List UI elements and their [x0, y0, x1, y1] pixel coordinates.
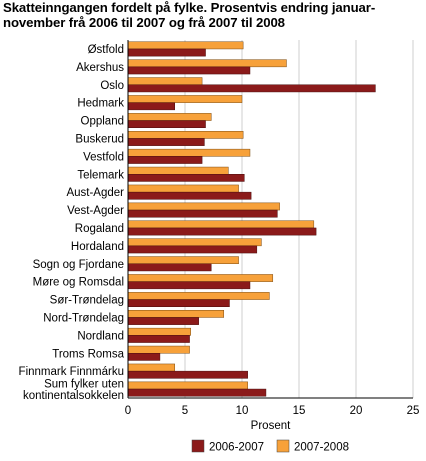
category-label: Akershus [76, 62, 124, 74]
bar-2007-2008 [127, 345, 190, 354]
bar-2007-2008 [127, 202, 280, 211]
category-label: Vestfold [83, 151, 124, 163]
bar-2007-2008 [127, 363, 175, 372]
chart-title: Skatteinngangen fordelt på fylke. Prosen… [3, 0, 423, 30]
bar-2007-2008 [127, 220, 315, 229]
bar-2006-2007 [127, 174, 245, 182]
bar-2007-2008 [127, 274, 274, 282]
bar-2006-2007 [127, 335, 190, 343]
bar-2007-2008 [127, 95, 243, 103]
bar-2006-2007 [127, 66, 251, 75]
bar-2007-2008 [127, 310, 225, 318]
category-label: Møre og Romsdal [33, 277, 124, 289]
bar-2007-2008 [127, 131, 244, 139]
bar-2007-2008 [127, 41, 244, 50]
category-label: Rogaland [75, 223, 124, 235]
bar-2007-2008 [127, 59, 287, 68]
bar-2007-2008 [127, 77, 203, 86]
x-tick-label: 25 [407, 405, 420, 417]
bar-2007-2008 [127, 148, 251, 157]
bar-2007-2008 [127, 327, 191, 336]
x-tick-label: 0 [125, 405, 131, 417]
category-label: Oslo [100, 80, 124, 92]
bar-2006-2007 [127, 388, 267, 397]
category-label: Oppland [81, 116, 124, 128]
bar-2007-2008 [127, 256, 239, 264]
x-tick-label: 5 [182, 405, 188, 417]
bar-2006-2007 [127, 245, 258, 254]
chart-title-line-1: Skatteinngangen fordelt på fylke. Prosen… [3, 0, 376, 15]
bar-2007-2008 [127, 166, 229, 175]
bar-2007-2008 [127, 238, 262, 247]
category-label: Hordaland [71, 241, 124, 253]
bar-2006-2007 [127, 317, 199, 325]
category-label: Sør-Trøndelag [50, 295, 124, 307]
category-label: Finnmark Finnmárku [19, 366, 124, 378]
legend: 2006-2007 2007-2008 [191, 439, 349, 454]
bar-2006-2007 [127, 263, 212, 272]
bar-2006-2007 [127, 138, 205, 146]
legend-label: 2006-2007 [209, 442, 264, 454]
category-label: Aust-Agder [66, 187, 124, 199]
category-label: Vest-Agder [67, 205, 124, 217]
legend-swatch [276, 439, 290, 453]
bar-2007-2008 [127, 113, 212, 121]
category-label: Buskerud [75, 133, 124, 145]
x-tick-label: 15 [293, 405, 306, 417]
category-label: Sum fylker uten [44, 378, 124, 390]
bar-2006-2007 [127, 370, 248, 379]
x-axis-label: Prosent [251, 420, 291, 432]
chart-title-line-2: november frå 2006 til 2007 og frå 2007 t… [3, 15, 285, 30]
bar-2006-2007 [127, 299, 230, 307]
plot-area: 0 5 10 15 20 25 Østfold Akershus Oslo Hedmark Oppl… [19, 40, 420, 432]
category-label: Troms Romsa [52, 348, 124, 360]
category-label: Telemark [77, 169, 124, 181]
legend-swatch [191, 439, 205, 453]
category-label: Nord-Trøndelag [43, 312, 124, 324]
bar-2006-2007 [127, 156, 203, 164]
bar-2007-2008 [127, 381, 248, 390]
x-tick-label: 20 [350, 405, 363, 417]
category-label: kontinentalsokkelen [23, 390, 124, 402]
x-tick-label: 10 [236, 405, 249, 417]
category-label: Hedmark [77, 98, 124, 110]
bar-2006-2007 [127, 102, 175, 111]
legend-label: 2007-2008 [294, 442, 349, 454]
bar-2006-2007 [127, 48, 206, 57]
category-label: Nordland [77, 330, 124, 342]
bar-2007-2008 [127, 292, 270, 300]
category-label: Østfold [88, 44, 124, 56]
bar-2006-2007 [127, 84, 376, 93]
bar-2006-2007 [127, 209, 278, 218]
bar-2006-2007 [127, 281, 251, 290]
bar-2006-2007 [127, 191, 252, 200]
category-label: Sogn og Fjordane [33, 259, 124, 271]
bar-2006-2007 [127, 353, 161, 361]
bar-2007-2008 [127, 184, 239, 193]
bar-2006-2007 [127, 120, 206, 129]
bar-2006-2007 [127, 227, 317, 236]
